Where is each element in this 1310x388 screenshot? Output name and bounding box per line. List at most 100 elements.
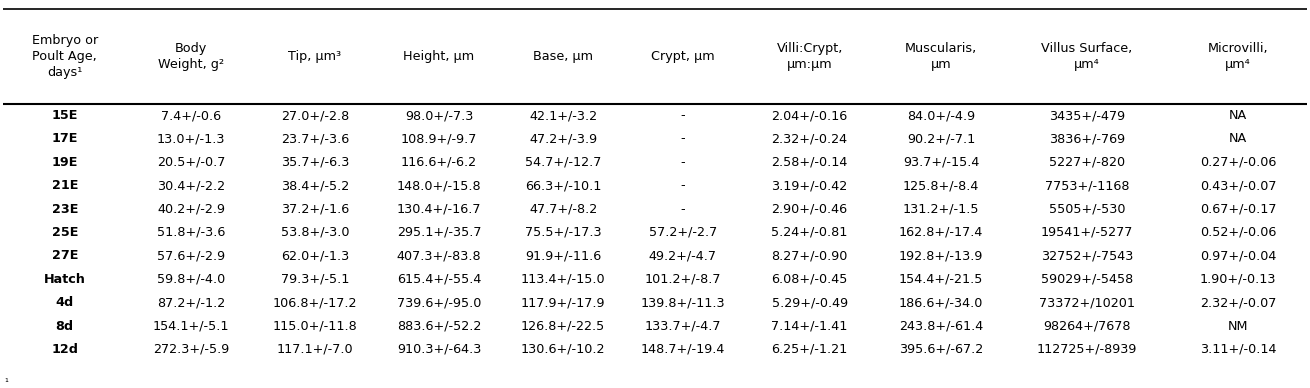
- Text: 47.7+/-8.2: 47.7+/-8.2: [529, 203, 597, 216]
- Text: 0.27+/-0.06: 0.27+/-0.06: [1200, 156, 1276, 169]
- Text: 12d: 12d: [51, 343, 79, 356]
- Text: 2.32+/-0.24: 2.32+/-0.24: [772, 132, 848, 146]
- Text: -: -: [680, 203, 685, 216]
- Text: 117.1+/-7.0: 117.1+/-7.0: [276, 343, 354, 356]
- Text: 37.2+/-1.6: 37.2+/-1.6: [280, 203, 350, 216]
- Text: 7.14+/-1.41: 7.14+/-1.41: [772, 320, 848, 333]
- Text: Embryo or
Poult Age,
days¹: Embryo or Poult Age, days¹: [31, 34, 98, 79]
- Text: 98.0+/-7.3: 98.0+/-7.3: [405, 109, 473, 122]
- Text: 47.2+/-3.9: 47.2+/-3.9: [529, 132, 597, 146]
- Text: 5227+/-820: 5227+/-820: [1049, 156, 1125, 169]
- Text: Base, μm: Base, μm: [533, 50, 593, 63]
- Text: 739.6+/-95.0: 739.6+/-95.0: [397, 296, 481, 309]
- Text: 910.3+/-64.3: 910.3+/-64.3: [397, 343, 481, 356]
- Text: 38.4+/-5.2: 38.4+/-5.2: [280, 179, 350, 192]
- Text: 106.8+/-17.2: 106.8+/-17.2: [272, 296, 358, 309]
- Text: 35.7+/-6.3: 35.7+/-6.3: [280, 156, 350, 169]
- Text: 91.9+/-11.6: 91.9+/-11.6: [525, 249, 601, 262]
- Text: 154.1+/-5.1: 154.1+/-5.1: [153, 320, 229, 333]
- Text: 27.0+/-2.8: 27.0+/-2.8: [280, 109, 350, 122]
- Text: 59029+/-5458: 59029+/-5458: [1040, 273, 1133, 286]
- Text: 407.3+/-83.8: 407.3+/-83.8: [397, 249, 481, 262]
- Text: 42.1+/-3.2: 42.1+/-3.2: [529, 109, 597, 122]
- Text: 40.2+/-2.9: 40.2+/-2.9: [157, 203, 225, 216]
- Text: 32752+/-7543: 32752+/-7543: [1040, 249, 1133, 262]
- Text: 49.2+/-4.7: 49.2+/-4.7: [648, 249, 717, 262]
- Text: 883.6+/-52.2: 883.6+/-52.2: [397, 320, 481, 333]
- Text: 108.9+/-9.7: 108.9+/-9.7: [401, 132, 477, 146]
- Text: 13.0+/-1.3: 13.0+/-1.3: [157, 132, 225, 146]
- Text: 113.4+/-15.0: 113.4+/-15.0: [521, 273, 605, 286]
- Text: 7.4+/-0.6: 7.4+/-0.6: [161, 109, 221, 122]
- Text: 162.8+/-17.4: 162.8+/-17.4: [899, 226, 984, 239]
- Text: 0.67+/-0.17: 0.67+/-0.17: [1200, 203, 1276, 216]
- Text: 8.27+/-0.90: 8.27+/-0.90: [772, 249, 848, 262]
- Text: 0.97+/-0.04: 0.97+/-0.04: [1200, 249, 1276, 262]
- Text: 23.7+/-3.6: 23.7+/-3.6: [280, 132, 350, 146]
- Text: 112725+/-8939: 112725+/-8939: [1036, 343, 1137, 356]
- Text: 5505+/-530: 5505+/-530: [1048, 203, 1125, 216]
- Text: 17E: 17E: [51, 132, 79, 146]
- Text: 395.6+/-67.2: 395.6+/-67.2: [899, 343, 982, 356]
- Text: 5.29+/-0.49: 5.29+/-0.49: [772, 296, 848, 309]
- Text: 54.7+/-12.7: 54.7+/-12.7: [525, 156, 601, 169]
- Text: 116.6+/-6.2: 116.6+/-6.2: [401, 156, 477, 169]
- Text: 0.43+/-0.07: 0.43+/-0.07: [1200, 179, 1276, 192]
- Text: 19E: 19E: [51, 156, 79, 169]
- Text: 57.2+/-2.7: 57.2+/-2.7: [648, 226, 717, 239]
- Text: 21E: 21E: [51, 179, 79, 192]
- Text: 79.3+/-5.1: 79.3+/-5.1: [280, 273, 350, 286]
- Text: 3435+/-479: 3435+/-479: [1049, 109, 1125, 122]
- Text: -: -: [680, 179, 685, 192]
- Text: Microvilli,
μm⁴: Microvilli, μm⁴: [1208, 42, 1268, 71]
- Text: 130.6+/-10.2: 130.6+/-10.2: [521, 343, 605, 356]
- Text: 23E: 23E: [51, 203, 79, 216]
- Text: 192.8+/-13.9: 192.8+/-13.9: [899, 249, 984, 262]
- Text: -: -: [680, 109, 685, 122]
- Text: 53.8+/-3.0: 53.8+/-3.0: [280, 226, 350, 239]
- Text: Crypt, μm: Crypt, μm: [651, 50, 714, 63]
- Text: 2.04+/-0.16: 2.04+/-0.16: [772, 109, 848, 122]
- Text: 19541+/-5277: 19541+/-5277: [1040, 226, 1133, 239]
- Text: 57.6+/-2.9: 57.6+/-2.9: [157, 249, 225, 262]
- Text: 295.1+/-35.7: 295.1+/-35.7: [397, 226, 481, 239]
- Text: 5.24+/-0.81: 5.24+/-0.81: [772, 226, 848, 239]
- Text: 4d: 4d: [55, 296, 73, 309]
- Text: NA: NA: [1229, 132, 1247, 146]
- Text: Hatch: Hatch: [43, 273, 85, 286]
- Text: ¹: ¹: [4, 378, 8, 388]
- Text: -: -: [680, 156, 685, 169]
- Text: NA: NA: [1229, 109, 1247, 122]
- Text: 98264+/7678: 98264+/7678: [1043, 320, 1131, 333]
- Text: 2.32+/-0.07: 2.32+/-0.07: [1200, 296, 1276, 309]
- Text: 84.0+/-4.9: 84.0+/-4.9: [907, 109, 975, 122]
- Text: 73372+/10201: 73372+/10201: [1039, 296, 1134, 309]
- Text: 148.0+/-15.8: 148.0+/-15.8: [397, 179, 481, 192]
- Text: 186.6+/-34.0: 186.6+/-34.0: [899, 296, 984, 309]
- Text: 20.5+/-0.7: 20.5+/-0.7: [157, 156, 225, 169]
- Text: 15E: 15E: [51, 109, 79, 122]
- Text: 7753+/-1168: 7753+/-1168: [1044, 179, 1129, 192]
- Text: 8d: 8d: [56, 320, 73, 333]
- Text: 1.90+/-0.13: 1.90+/-0.13: [1200, 273, 1276, 286]
- Text: 59.8+/-4.0: 59.8+/-4.0: [157, 273, 225, 286]
- Text: 2.58+/-0.14: 2.58+/-0.14: [772, 156, 848, 169]
- Text: 243.8+/-61.4: 243.8+/-61.4: [899, 320, 982, 333]
- Text: 148.7+/-19.4: 148.7+/-19.4: [641, 343, 724, 356]
- Text: Body
Weight, g²: Body Weight, g²: [159, 42, 224, 71]
- Text: 27E: 27E: [51, 249, 79, 262]
- Text: 117.9+/-17.9: 117.9+/-17.9: [521, 296, 605, 309]
- Text: 66.3+/-10.1: 66.3+/-10.1: [525, 179, 601, 192]
- Text: 3836+/-769: 3836+/-769: [1049, 132, 1125, 146]
- Text: 25E: 25E: [51, 226, 79, 239]
- Text: 30.4+/-2.2: 30.4+/-2.2: [157, 179, 225, 192]
- Text: -: -: [680, 132, 685, 146]
- Text: Villus Surface,
μm⁴: Villus Surface, μm⁴: [1041, 42, 1133, 71]
- Text: Height, μm: Height, μm: [403, 50, 474, 63]
- Text: 101.2+/-8.7: 101.2+/-8.7: [645, 273, 720, 286]
- Text: Muscularis,
μm: Muscularis, μm: [905, 42, 977, 71]
- Text: 126.8+/-22.5: 126.8+/-22.5: [521, 320, 605, 333]
- Text: 51.8+/-3.6: 51.8+/-3.6: [157, 226, 225, 239]
- Text: 6.08+/-0.45: 6.08+/-0.45: [772, 273, 848, 286]
- Text: 62.0+/-1.3: 62.0+/-1.3: [280, 249, 350, 262]
